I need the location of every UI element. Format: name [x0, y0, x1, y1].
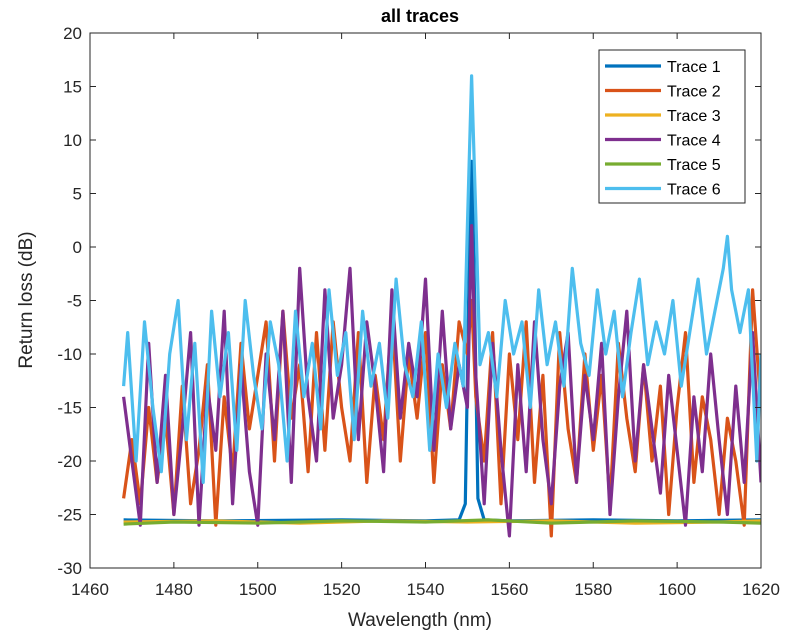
x-tick-label: 1540	[407, 580, 445, 599]
x-tick-label: 1620	[742, 580, 780, 599]
legend-entry-label: Trace 3	[667, 108, 721, 125]
axis-ticks: 1460 1480 1500 1520 1540 1560 1580 1600 1620-30-…	[57, 24, 779, 599]
legend-entry-label: Trace 5	[667, 157, 721, 174]
legend-entry-label: Trace 4	[667, 133, 721, 150]
legend: Trace 1 Trace 2 Trace 3 Trace 4 Trace 5 Trace…	[598, 49, 746, 204]
x-tick-label: 1580	[574, 580, 612, 599]
y-tick-label: -15	[57, 399, 82, 418]
x-tick-label: 1560	[490, 580, 528, 599]
y-tick-label: -20	[57, 452, 82, 471]
series-line-trace-4	[122, 224, 761, 538]
y-tick-label: 10	[63, 131, 82, 150]
series-line-trace-5	[123, 518, 761, 526]
y-tick-label: -30	[57, 559, 82, 578]
x-tick-label: 1460	[71, 580, 109, 599]
y-tick-label: 20	[63, 24, 82, 43]
y-tick-label: 0	[73, 238, 82, 257]
x-tick-label: 1500	[239, 580, 277, 599]
y-tick-label: 5	[73, 185, 82, 204]
chart-title: all traces	[381, 6, 459, 26]
x-tick-label: 1480	[155, 580, 193, 599]
legend-entry-label: Trace 6	[667, 182, 721, 199]
x-axis-label: Wavelength (nm)	[348, 610, 492, 631]
legend-box	[598, 49, 746, 204]
y-tick-label: -25	[57, 506, 82, 525]
y-axis-label: Return loss (dB)	[16, 231, 37, 368]
x-tick-label: 1600	[658, 580, 696, 599]
y-tick-label: -5	[67, 292, 82, 311]
y-tick-label: -10	[57, 345, 82, 364]
legend-entry-label: Trace 2	[667, 84, 721, 101]
series-line-trace-6	[122, 74, 761, 484]
legend-entry-label: Trace 1	[667, 59, 721, 76]
y-tick-label: 15	[63, 78, 82, 97]
x-tick-label: 1520	[323, 580, 361, 599]
